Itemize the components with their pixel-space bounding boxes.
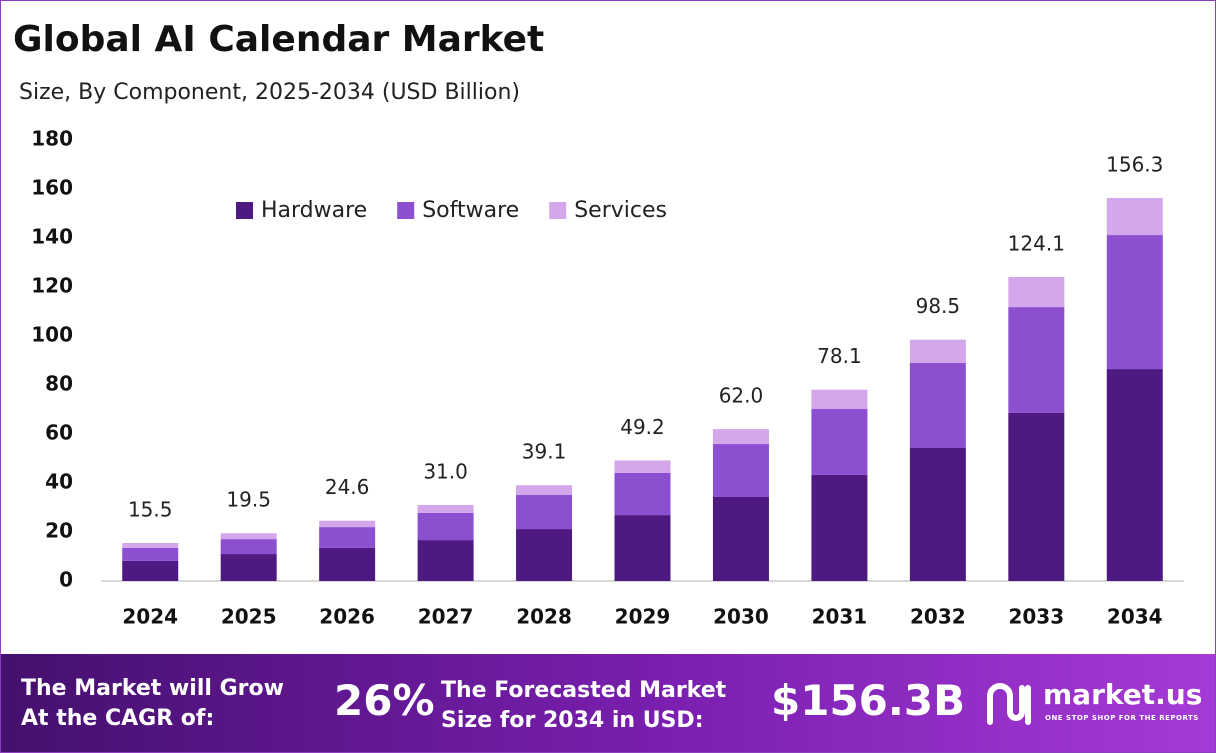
bar-segment — [1008, 276, 1065, 308]
total-label: 78.1 — [817, 344, 862, 368]
bar-segment — [811, 389, 868, 410]
legend-swatch — [397, 202, 415, 219]
legend-label: Services — [574, 198, 667, 223]
x-tick-label: 2034 — [1107, 605, 1163, 629]
forecast-label-line: The Forecasted Market — [441, 678, 727, 703]
chart-title: Global AI Calendar Market — [13, 19, 544, 60]
x-tick-label: 2032 — [910, 605, 966, 629]
y-tick-label: 100 — [31, 323, 73, 347]
total-label: 124.1 — [1008, 231, 1065, 255]
bar-segment — [1106, 235, 1163, 370]
cagr-label: The Market will Grow At the CAGR of: — [21, 674, 284, 734]
footer-banner: The Market will Grow At the CAGR of: 26%… — [1, 654, 1215, 752]
bar-segment — [122, 547, 179, 561]
x-tick-label: 2031 — [812, 605, 868, 629]
x-tick-label: 2033 — [1008, 605, 1064, 629]
legend-label: Hardware — [261, 198, 367, 223]
bar-segment — [614, 472, 671, 516]
bar-segment — [319, 520, 376, 528]
bar-segment — [1008, 307, 1065, 413]
forecast-label: The Forecasted Market Size for 2034 in U… — [441, 676, 726, 736]
cagr-label-line: The Market will Grow — [21, 676, 284, 701]
bar-segment — [417, 540, 474, 581]
y-tick-label: 20 — [45, 519, 73, 543]
bar-segment — [811, 474, 868, 581]
total-label: 39.1 — [522, 440, 567, 464]
total-label: 156.3 — [1106, 153, 1163, 177]
bar-segment — [614, 460, 671, 473]
legend-swatch — [549, 202, 567, 219]
y-tick-label: 160 — [31, 176, 73, 200]
bar-segment — [712, 444, 769, 497]
x-tick-label: 2028 — [516, 605, 572, 629]
bar-segment — [417, 512, 474, 541]
bar-segment — [220, 554, 277, 581]
legend-label: Software — [422, 198, 519, 223]
cagr-label-line: At the CAGR of: — [21, 706, 215, 731]
y-tick-label: 0 — [59, 568, 73, 592]
bar-segment — [712, 496, 769, 581]
bar-segment — [811, 409, 868, 475]
total-label: 98.5 — [916, 294, 961, 318]
bar-segment — [417, 505, 474, 513]
brand-logo — [987, 683, 1031, 725]
y-tick-label: 140 — [31, 225, 73, 249]
bar-segment — [1106, 198, 1163, 236]
total-label: 31.0 — [423, 460, 468, 484]
forecast-value: $156.3B — [771, 676, 966, 725]
total-label: 24.6 — [325, 475, 370, 499]
x-tick-label: 2027 — [418, 605, 474, 629]
y-tick-label: 120 — [31, 274, 73, 298]
x-tick-label: 2026 — [319, 605, 375, 629]
chart: Global AI Calendar Market Size, By Compo… — [13, 19, 1184, 629]
cagr-value: 26% — [334, 676, 435, 725]
brand-name: market.us — [1043, 678, 1203, 711]
total-label: 19.5 — [226, 488, 271, 512]
bar-segment — [712, 429, 769, 445]
bar-segment — [319, 527, 376, 548]
bar-segment — [220, 539, 277, 555]
x-tick-label: 2024 — [122, 605, 178, 629]
total-label: 49.2 — [620, 415, 665, 439]
y-tick-label: 40 — [45, 470, 73, 494]
bar-segment — [122, 560, 179, 581]
y-tick-label: 180 — [31, 127, 73, 151]
bar-segment — [909, 339, 966, 363]
x-tick-label: 2029 — [615, 605, 671, 629]
bar-segment — [516, 529, 573, 581]
bar-segment — [909, 362, 966, 448]
total-label: 15.5 — [128, 498, 173, 522]
bar-segment — [909, 447, 966, 581]
bar-segment — [1106, 369, 1163, 581]
y-tick-label: 60 — [45, 421, 73, 445]
x-tick-label: 2030 — [713, 605, 769, 629]
bar-segment — [1008, 412, 1065, 581]
legend-swatch — [236, 202, 253, 219]
bar-segment — [319, 547, 376, 581]
x-tick-label: 2025 — [221, 605, 277, 629]
total-label: 62.0 — [719, 384, 764, 408]
bar-segment — [122, 543, 179, 548]
brand-tagline: ONE STOP SHOP FOR THE REPORTS — [1045, 714, 1199, 722]
chart-subtitle: Size, By Component, 2025-2034 (USD Billi… — [19, 80, 520, 105]
bar-segment — [516, 495, 573, 530]
bar-segment — [614, 515, 671, 581]
bar-segment — [516, 485, 573, 496]
bar-segment — [220, 533, 277, 540]
forecast-label-line: Size for 2034 in USD: — [441, 708, 704, 733]
y-tick-label: 80 — [45, 372, 73, 396]
